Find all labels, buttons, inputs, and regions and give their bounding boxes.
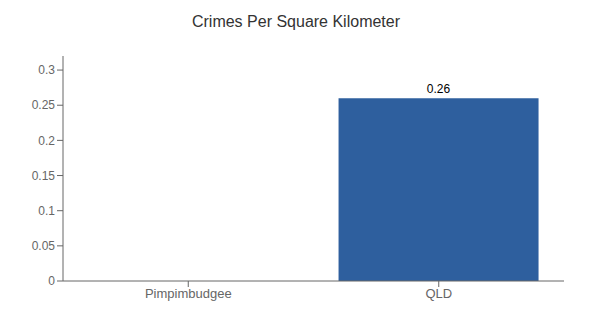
svg-text:QLD: QLD: [425, 286, 452, 301]
svg-text:0.3: 0.3: [38, 63, 55, 77]
svg-text:0.15: 0.15: [32, 169, 56, 183]
svg-text:0: 0: [48, 274, 55, 288]
svg-text:0.25: 0.25: [32, 98, 56, 112]
html-text:Crimes Per Square Kilometer: Crimes Per Square Kilometer: [192, 13, 400, 30]
svg-text:Pimpimbudgee: Pimpimbudgee: [145, 286, 232, 301]
svg-text:0.26: 0.26: [427, 82, 451, 96]
svg-text:0.2: 0.2: [38, 134, 55, 148]
svg-text:0.05: 0.05: [32, 239, 56, 253]
svg-text:0.1: 0.1: [38, 204, 55, 218]
